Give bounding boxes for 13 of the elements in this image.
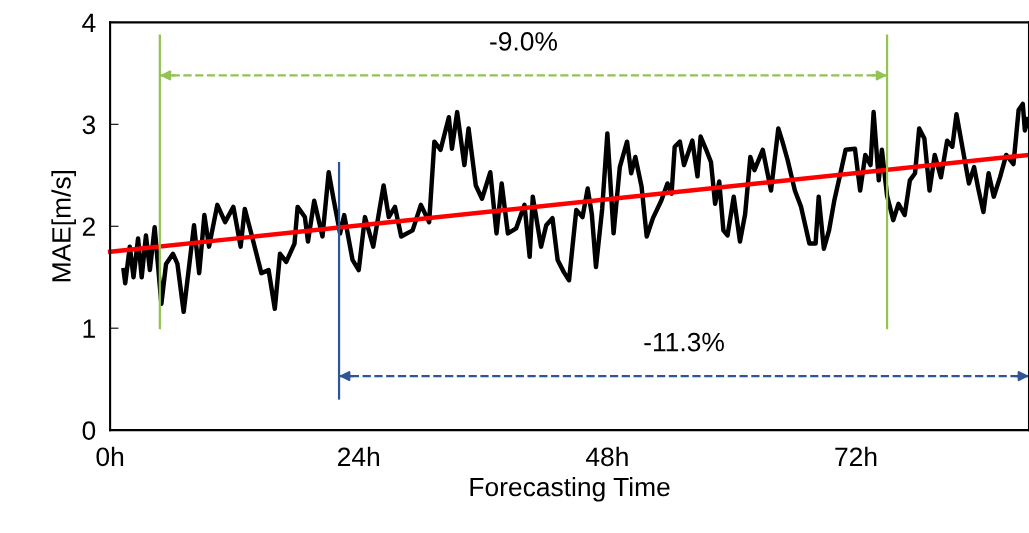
y-tick-label: 3 xyxy=(82,115,96,135)
y-tick-label: 2 xyxy=(82,217,95,236)
annotation: -11.3% xyxy=(644,332,724,352)
y-axis-title: MAE[m/s] xyxy=(51,170,76,282)
x-tick-label: 48h xyxy=(585,446,628,467)
annotation: -9.0% xyxy=(490,32,557,51)
y-tick-label: 0 xyxy=(82,421,96,440)
x-tick-label: 24h xyxy=(338,446,380,466)
x-axis-title: Forecasting Time xyxy=(470,476,670,502)
x-tick-label: 0h xyxy=(96,446,124,467)
x-tick-label: 72h xyxy=(835,446,877,466)
y-tick-label: 4 xyxy=(82,13,96,32)
y-tick-label: 1 xyxy=(83,319,95,338)
